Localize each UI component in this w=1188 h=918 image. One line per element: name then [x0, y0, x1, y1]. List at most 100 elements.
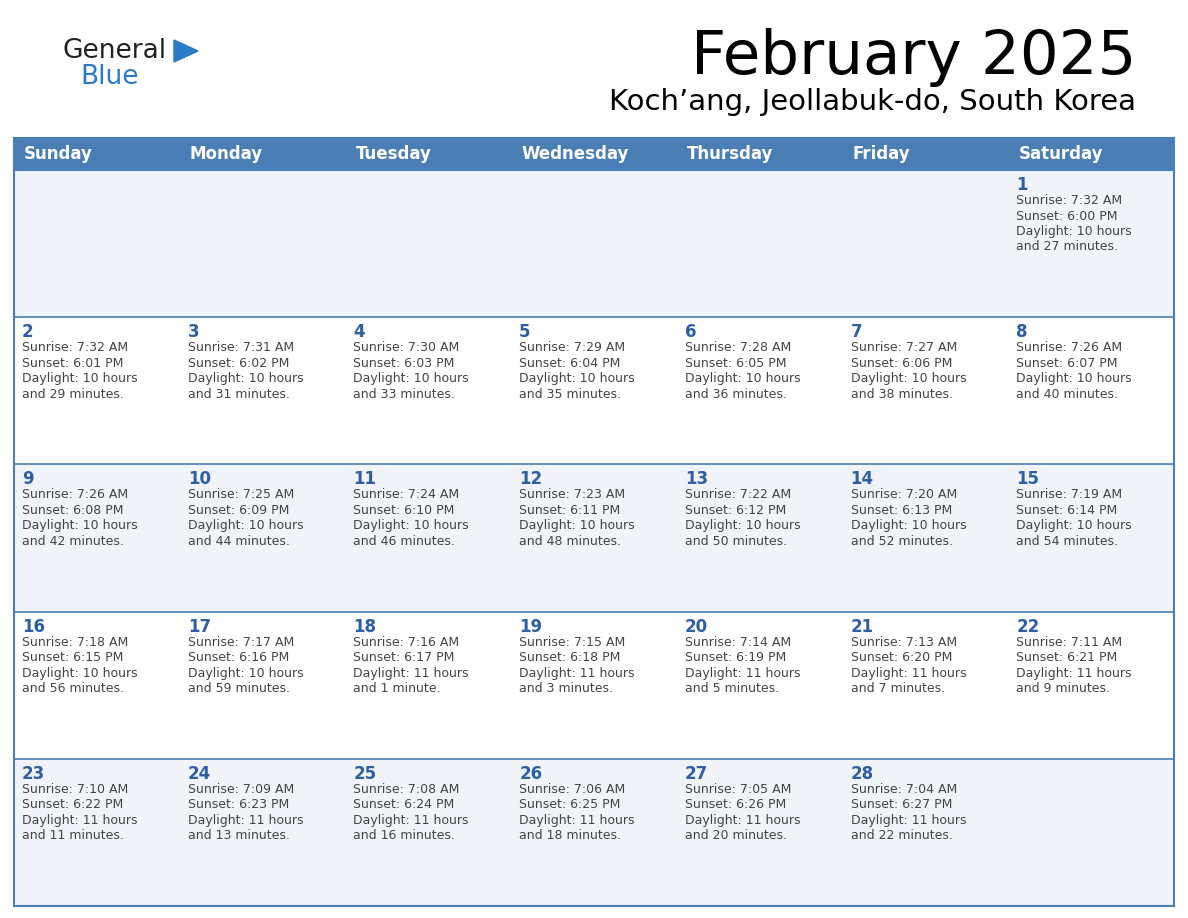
Text: 17: 17	[188, 618, 210, 635]
Text: Sunrise: 7:20 AM: Sunrise: 7:20 AM	[851, 488, 956, 501]
Text: 3: 3	[188, 323, 200, 341]
Text: 4: 4	[353, 323, 365, 341]
Text: Daylight: 11 hours: Daylight: 11 hours	[188, 813, 303, 827]
Text: Sunday: Sunday	[24, 145, 93, 163]
Text: and 52 minutes.: and 52 minutes.	[851, 535, 953, 548]
Text: 16: 16	[23, 618, 45, 635]
Text: and 13 minutes.: and 13 minutes.	[188, 829, 290, 843]
Text: Sunset: 6:27 PM: Sunset: 6:27 PM	[851, 799, 952, 812]
Bar	[14, 465, 1174, 611]
Text: Sunrise: 7:16 AM: Sunrise: 7:16 AM	[353, 635, 460, 649]
Text: 23: 23	[23, 765, 45, 783]
Text: Sunset: 6:04 PM: Sunset: 6:04 PM	[519, 357, 620, 370]
Text: Daylight: 10 hours: Daylight: 10 hours	[23, 666, 138, 679]
Text: and 54 minutes.: and 54 minutes.	[1016, 535, 1118, 548]
Text: Sunset: 6:23 PM: Sunset: 6:23 PM	[188, 799, 289, 812]
Text: 14: 14	[851, 470, 873, 488]
Text: Sunset: 6:24 PM: Sunset: 6:24 PM	[353, 799, 455, 812]
Text: Sunset: 6:13 PM: Sunset: 6:13 PM	[851, 504, 952, 517]
Bar	[14, 138, 179, 170]
Text: and 33 minutes.: and 33 minutes.	[353, 387, 455, 400]
Text: 27: 27	[684, 765, 708, 783]
Text: Wednesday: Wednesday	[522, 145, 628, 163]
Text: 7: 7	[851, 323, 862, 341]
Text: Daylight: 10 hours: Daylight: 10 hours	[851, 372, 966, 386]
Bar	[346, 138, 511, 170]
Text: and 59 minutes.: and 59 minutes.	[188, 682, 290, 695]
Text: Daylight: 10 hours: Daylight: 10 hours	[23, 372, 138, 386]
Text: Daylight: 10 hours: Daylight: 10 hours	[684, 520, 801, 532]
Text: Sunset: 6:10 PM: Sunset: 6:10 PM	[353, 504, 455, 517]
Text: Sunrise: 7:08 AM: Sunrise: 7:08 AM	[353, 783, 460, 796]
Bar	[842, 138, 1009, 170]
Text: Daylight: 10 hours: Daylight: 10 hours	[188, 520, 303, 532]
Text: 21: 21	[851, 618, 873, 635]
Text: Sunrise: 7:13 AM: Sunrise: 7:13 AM	[851, 635, 956, 649]
Text: Daylight: 10 hours: Daylight: 10 hours	[1016, 372, 1132, 386]
Text: and 1 minute.: and 1 minute.	[353, 682, 441, 695]
Text: and 22 minutes.: and 22 minutes.	[851, 829, 953, 843]
Text: Sunset: 6:07 PM: Sunset: 6:07 PM	[1016, 357, 1118, 370]
Text: Daylight: 11 hours: Daylight: 11 hours	[353, 813, 469, 827]
Text: Sunrise: 7:18 AM: Sunrise: 7:18 AM	[23, 635, 128, 649]
Bar	[179, 138, 346, 170]
Text: 24: 24	[188, 765, 211, 783]
Text: and 18 minutes.: and 18 minutes.	[519, 829, 621, 843]
Text: Sunset: 6:00 PM: Sunset: 6:00 PM	[1016, 209, 1118, 222]
Text: Daylight: 10 hours: Daylight: 10 hours	[353, 520, 469, 532]
Text: Daylight: 11 hours: Daylight: 11 hours	[851, 813, 966, 827]
Text: Sunset: 6:16 PM: Sunset: 6:16 PM	[188, 651, 289, 664]
Text: 9: 9	[23, 470, 33, 488]
Text: and 36 minutes.: and 36 minutes.	[684, 387, 786, 400]
Text: 13: 13	[684, 470, 708, 488]
Text: 20: 20	[684, 618, 708, 635]
Text: Sunset: 6:03 PM: Sunset: 6:03 PM	[353, 357, 455, 370]
Text: 11: 11	[353, 470, 377, 488]
Text: 5: 5	[519, 323, 531, 341]
Text: Daylight: 10 hours: Daylight: 10 hours	[188, 372, 303, 386]
Text: Blue: Blue	[80, 64, 139, 90]
Text: Daylight: 10 hours: Daylight: 10 hours	[1016, 225, 1132, 238]
Text: and 16 minutes.: and 16 minutes.	[353, 829, 455, 843]
Text: Sunset: 6:15 PM: Sunset: 6:15 PM	[23, 651, 124, 664]
Text: Sunrise: 7:19 AM: Sunrise: 7:19 AM	[1016, 488, 1123, 501]
Text: Daylight: 10 hours: Daylight: 10 hours	[519, 520, 634, 532]
Text: Daylight: 10 hours: Daylight: 10 hours	[519, 372, 634, 386]
Text: and 3 minutes.: and 3 minutes.	[519, 682, 613, 695]
Text: and 48 minutes.: and 48 minutes.	[519, 535, 621, 548]
Text: 15: 15	[1016, 470, 1040, 488]
Text: Daylight: 11 hours: Daylight: 11 hours	[353, 666, 469, 679]
Bar	[677, 138, 842, 170]
Bar	[14, 611, 1174, 759]
Text: Daylight: 11 hours: Daylight: 11 hours	[851, 666, 966, 679]
Text: Sunrise: 7:23 AM: Sunrise: 7:23 AM	[519, 488, 625, 501]
Text: Sunrise: 7:26 AM: Sunrise: 7:26 AM	[1016, 341, 1123, 354]
Text: Sunrise: 7:17 AM: Sunrise: 7:17 AM	[188, 635, 293, 649]
Text: February 2025: February 2025	[690, 28, 1136, 87]
Text: Daylight: 10 hours: Daylight: 10 hours	[23, 520, 138, 532]
Text: and 9 minutes.: and 9 minutes.	[1016, 682, 1111, 695]
Text: and 46 minutes.: and 46 minutes.	[353, 535, 455, 548]
Bar	[511, 138, 677, 170]
Text: Daylight: 11 hours: Daylight: 11 hours	[519, 813, 634, 827]
Text: Daylight: 10 hours: Daylight: 10 hours	[188, 666, 303, 679]
Text: and 40 minutes.: and 40 minutes.	[1016, 387, 1118, 400]
Text: and 44 minutes.: and 44 minutes.	[188, 535, 290, 548]
Text: Sunset: 6:22 PM: Sunset: 6:22 PM	[23, 799, 124, 812]
Text: Sunset: 6:02 PM: Sunset: 6:02 PM	[188, 357, 289, 370]
Text: Daylight: 11 hours: Daylight: 11 hours	[23, 813, 138, 827]
Text: Sunset: 6:12 PM: Sunset: 6:12 PM	[684, 504, 786, 517]
Text: Daylight: 10 hours: Daylight: 10 hours	[684, 372, 801, 386]
Text: Friday: Friday	[853, 145, 910, 163]
Text: Sunrise: 7:09 AM: Sunrise: 7:09 AM	[188, 783, 293, 796]
Text: Sunset: 6:01 PM: Sunset: 6:01 PM	[23, 357, 124, 370]
Bar	[14, 759, 1174, 906]
Text: Koch’ang, Jeollabuk-do, South Korea: Koch’ang, Jeollabuk-do, South Korea	[609, 88, 1136, 116]
Text: and 31 minutes.: and 31 minutes.	[188, 387, 290, 400]
Text: 6: 6	[684, 323, 696, 341]
Text: Sunset: 6:08 PM: Sunset: 6:08 PM	[23, 504, 124, 517]
Text: Sunrise: 7:15 AM: Sunrise: 7:15 AM	[519, 635, 625, 649]
Text: Sunrise: 7:25 AM: Sunrise: 7:25 AM	[188, 488, 293, 501]
Text: Sunrise: 7:29 AM: Sunrise: 7:29 AM	[519, 341, 625, 354]
Text: 25: 25	[353, 765, 377, 783]
